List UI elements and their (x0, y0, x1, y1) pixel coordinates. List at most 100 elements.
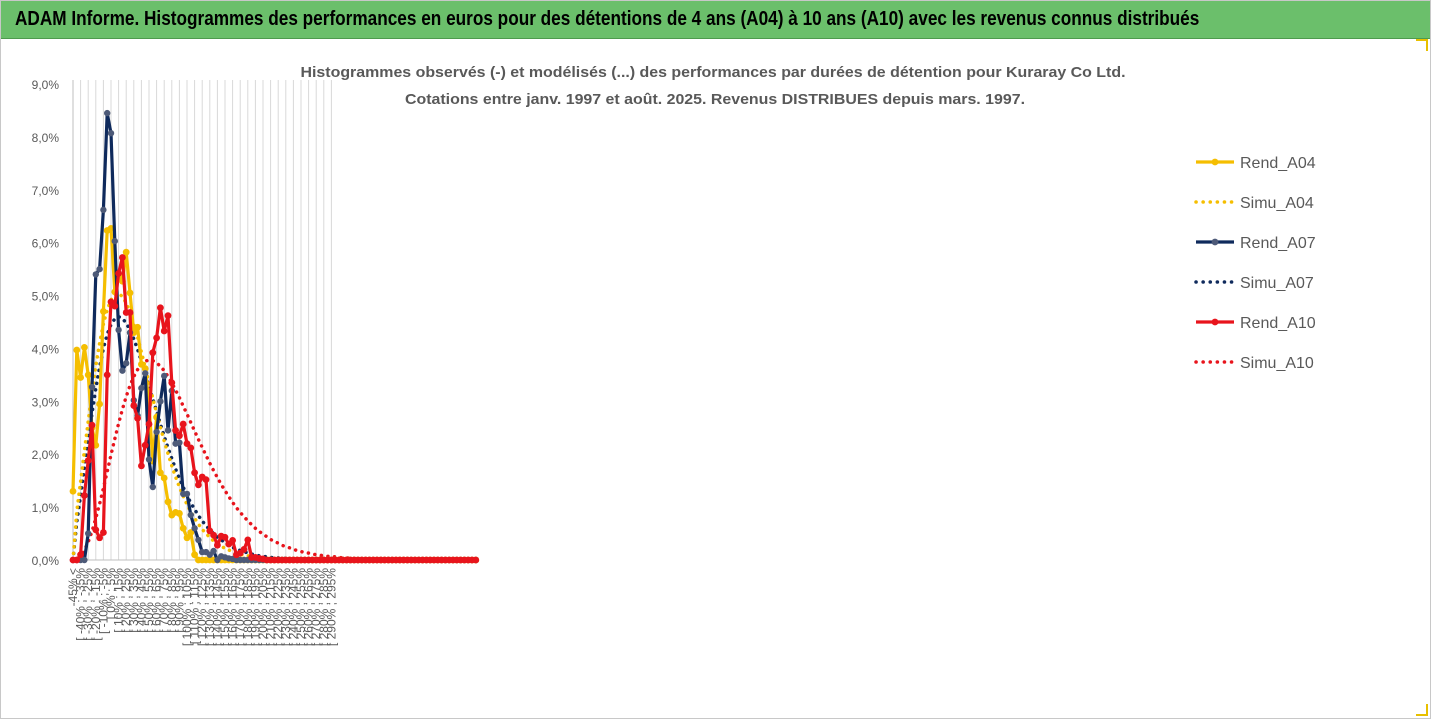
legend-marker (1211, 318, 1219, 326)
data-point (134, 414, 142, 422)
data-point (229, 537, 237, 544)
legend-label: Simu_A10 (1240, 355, 1314, 372)
data-point (191, 551, 199, 559)
x-tick-label: [ 0% ; 5% (104, 568, 118, 620)
data-point (214, 541, 221, 549)
x-tick-label: [ 210% ; 215% (264, 568, 278, 646)
x-tick-label: [ 120% ; 125% (195, 568, 209, 646)
x-tick-label: [ 180% ; 185% (241, 568, 255, 646)
x-tick-label: [ 110% ; 115% (188, 568, 202, 645)
data-point (122, 248, 130, 256)
data-point (96, 400, 103, 408)
data-point (195, 481, 202, 489)
y-tick-label: 3,0% (32, 395, 60, 409)
x-tick-label: [ 260% ; 265% (302, 568, 316, 646)
data-point (77, 374, 84, 381)
data-point (130, 402, 138, 409)
data-point (160, 327, 168, 335)
x-tick-label: [ 250% ; 255% (294, 568, 308, 646)
chart-axes: 0,0% 1,0% 2,0% 3,0% 4,0% 5,0% 6,0% 7,0% 8,0% 9,0%… (32, 78, 475, 646)
data-point (221, 533, 229, 541)
data-point (100, 206, 107, 214)
data-point (111, 237, 119, 245)
data-point (104, 109, 111, 117)
data-point (111, 302, 119, 310)
y-tick-label: 7,0% (32, 184, 60, 198)
data-point (138, 384, 145, 392)
data-point (138, 462, 145, 470)
data-point (168, 379, 176, 387)
data-point (179, 420, 187, 428)
data-point (88, 421, 96, 429)
data-point (73, 346, 81, 354)
data-point (164, 427, 172, 434)
data-point (187, 529, 195, 536)
report-title: ADAM Informe. Histogrammes des performan… (15, 8, 1200, 30)
data-point (96, 265, 103, 273)
x-tick-label: [ 130% ; 135% (203, 568, 217, 646)
report-banner: ADAM Informe. Histogrammes des performan… (1, 1, 1430, 39)
x-tick-label: [ -20% ; -15% (89, 568, 103, 641)
x-tick-label: [ 150% ; 155% (218, 568, 232, 646)
x-tick-label: -45% < (66, 568, 80, 606)
data-point (157, 304, 164, 312)
data-point (126, 289, 134, 297)
data-point (123, 360, 130, 367)
frame-corner-mark (1416, 39, 1428, 51)
chart-legend: Rend_A04 Simu_A04 Rend_A07 Simu_A07 Rend_A10… (1194, 155, 1316, 372)
data-point (100, 308, 107, 315)
data-point (142, 370, 149, 377)
chart-title-line-2: Cotations entre janv. 1997 et août. 2025… (405, 91, 1025, 108)
data-point (134, 323, 142, 331)
data-point (103, 371, 111, 379)
data-point (176, 510, 183, 517)
y-tick-label: 9,0% (32, 78, 60, 92)
legend-label: Simu_A07 (1240, 275, 1314, 292)
data-point (149, 349, 157, 357)
data-point (195, 536, 202, 544)
x-tick-label: [ 290% ; 295% (324, 568, 338, 646)
data-point (141, 365, 149, 372)
x-tick-label: [ -10% ; -5% (96, 568, 110, 634)
y-tick-label: 1,0% (32, 501, 60, 515)
data-point (244, 536, 252, 544)
data-point (145, 420, 153, 428)
y-tick-label: 8,0% (32, 131, 60, 145)
data-point (77, 551, 84, 559)
data-point (187, 511, 194, 519)
chart-title-line-1: Histogrammes observés (-) et modélisés (… (301, 64, 1126, 81)
data-point (210, 547, 217, 555)
data-point (84, 457, 92, 464)
legend-label: Rend_A10 (1240, 315, 1316, 332)
y-tick-label: 0,0% (32, 554, 60, 568)
y-tick-label: 2,0% (32, 448, 60, 462)
data-point (81, 556, 88, 564)
x-tick-label: [ 80% ; 85% (165, 568, 179, 633)
x-tick-label: [ 30% ; 35% (127, 568, 141, 633)
data-point (157, 469, 164, 477)
data-point (472, 556, 480, 564)
frame-corner-mark (1416, 704, 1428, 716)
x-tick-label: [ 230% ; 235% (279, 568, 293, 646)
data-point (202, 476, 210, 484)
y-tick-label: 5,0% (32, 290, 60, 304)
x-tick-label: [ 70% ; 75% (157, 568, 171, 633)
x-tick-label: [ 170% ; 175% (233, 568, 247, 646)
x-tick-label: [ 160% ; 165% (226, 568, 240, 646)
data-point (81, 492, 88, 499)
histogram-chart: 0,0% 1,0% 2,0% 3,0% 4,0% 5,0% 6,0% 7,0% 8,0% 9,0%… (32, 64, 1316, 646)
data-point (100, 529, 107, 536)
data-point (85, 530, 92, 537)
data-point (84, 371, 92, 379)
data-point (191, 525, 198, 532)
data-point (107, 129, 115, 137)
x-tick-label: [ 100% ; 105% (180, 568, 194, 646)
x-tick-label: [ -40% ; -35% (74, 568, 88, 641)
data-point (88, 383, 96, 391)
data-point (161, 372, 168, 380)
data-point (96, 534, 103, 542)
data-point (179, 524, 187, 532)
legend-label: Rend_A04 (1240, 155, 1316, 172)
data-point (157, 398, 164, 405)
data-point (141, 441, 149, 449)
